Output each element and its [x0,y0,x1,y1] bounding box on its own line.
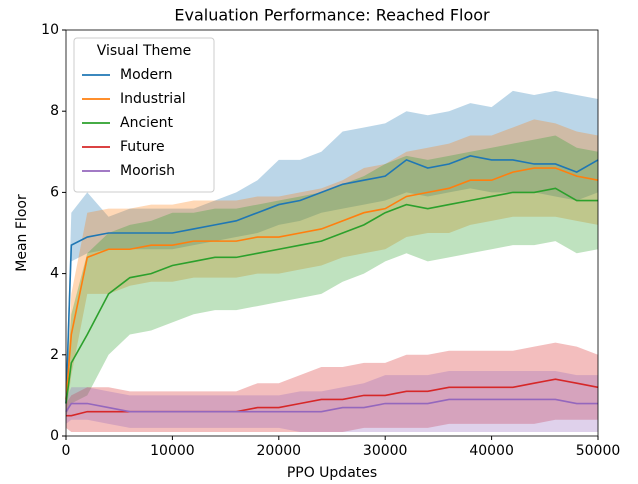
series-line [65,187,598,404]
y-tick-label: 10 [41,22,59,38]
y-tick-label: 2 [50,347,59,363]
legend: Visual Theme Modern Industrial Ancient Futur… [73,37,215,193]
x-tick-label: 20000 [257,443,302,459]
confidence-band [66,90,598,416]
y-tick-label: 0 [50,428,59,444]
y-tick-label: 8 [50,103,59,119]
y-axis-label: Mean Floor [14,194,30,272]
series-line [65,398,598,413]
axes-frame [65,29,599,437]
legend-title: Visual Theme [97,43,192,59]
series-line [65,155,599,404]
plot-area [65,90,599,432]
y-tick-label: 6 [50,184,59,200]
x-tick-label: 40000 [469,443,514,459]
confidence-band [66,135,598,416]
x-tick-label: 30000 [363,443,408,459]
legend-label: Future [120,139,165,155]
legend-box [73,37,215,193]
confidence-band [66,342,598,432]
x-tick-label: 0 [62,443,71,459]
legend-label: Ancient [120,115,174,131]
x-axis-label: PPO Updates [287,465,377,481]
confidence-band [66,119,598,416]
legend-label: Industrial [120,91,186,107]
x-tick-label: 10000 [150,443,195,459]
confidence-band [66,371,598,432]
series-line [65,167,599,400]
y-tick-label: 4 [50,266,59,282]
legend-label: Moorish [120,163,175,179]
x-tick-label: 50000 [576,443,621,459]
legend-label: Modern [120,67,173,83]
chart-title: Evaluation Performance: Reached Floor [174,6,490,25]
